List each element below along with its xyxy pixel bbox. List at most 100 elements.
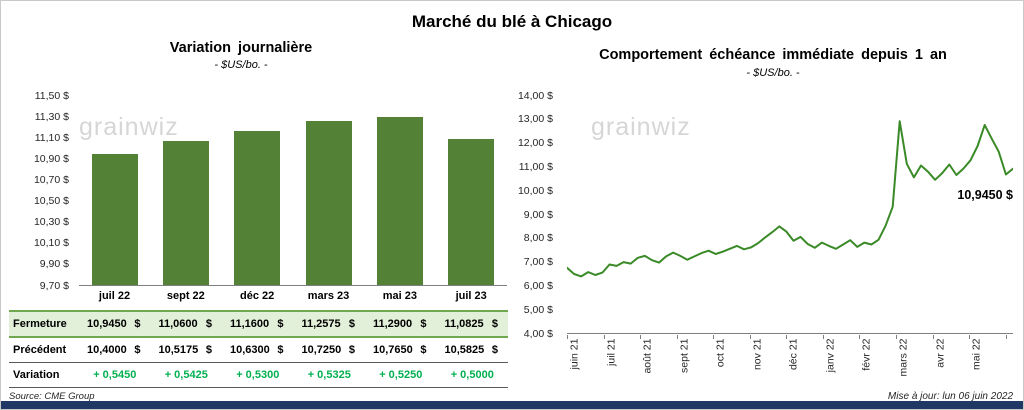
cell-currency: $ [277, 344, 284, 356]
bar-chart-x-axis: juil 22 sept 22 déc 22 mars 23 mai 23 juil 23 [79, 290, 507, 306]
x-axis-label: nov 21 [751, 338, 764, 371]
table-row-label: Variation [13, 369, 60, 381]
y-axis-label: 11,50 $ [34, 89, 69, 102]
table-cell: 10,7650 $ [365, 344, 437, 356]
cell-currency: $ [491, 344, 498, 356]
cell-currency: $ [134, 344, 141, 356]
x-axis-tick [713, 335, 715, 339]
cell-currency: $ [134, 318, 141, 330]
y-axis-label: 6,00 $ [523, 279, 553, 292]
table-row-precedent: Précédent 10,4000 $10,5175 $10,6300 $10,7250… [9, 338, 508, 363]
x-axis-tick [896, 335, 898, 339]
cell-value: 11,2900 [373, 318, 413, 330]
cell-value: 10,4000 [87, 344, 127, 356]
cell-currency: $ [277, 318, 284, 330]
y-axis-label: 9,70 $ [39, 279, 69, 292]
y-axis-label: 9,90 $ [39, 258, 69, 271]
bar-chart-subtitle: - $US/bo. - [214, 59, 268, 71]
x-axis-label: mai 23 [382, 290, 417, 302]
last-price-annotation: 10,9450 $ [957, 188, 1013, 202]
table-cell: + 0,5250 [379, 369, 423, 381]
cell-value: 10,5175 [158, 344, 199, 356]
cell-currency: $ [420, 344, 427, 356]
x-axis-label: sept 21 [678, 338, 691, 373]
table-cell: 10,5825 $ [437, 344, 509, 356]
table-cell: 11,2900 $ [365, 318, 437, 330]
grainwiz-watermark: grainwiz [591, 113, 691, 141]
x-axis-tick [786, 335, 788, 339]
bar-mars-23 [305, 120, 352, 285]
y-axis-label: 9,00 $ [523, 208, 553, 221]
cell-currency: $ [205, 318, 212, 330]
y-axis-label: 8,00 $ [523, 232, 553, 245]
y-axis-label: 10,70 $ [33, 173, 69, 186]
cell-currency: $ [348, 344, 355, 356]
y-axis-label: 10,00 $ [517, 184, 553, 197]
x-axis-label: mars 22 [897, 338, 910, 377]
y-axis-label: 10,90 $ [33, 152, 69, 165]
x-axis-tick [822, 335, 824, 339]
cell-value: 10,7650 [373, 344, 413, 356]
x-axis-tick [749, 335, 751, 339]
line-chart-subtitle: - $US/bo. - [746, 67, 800, 79]
x-axis-label: sept 22 [166, 290, 205, 302]
x-axis-label: avr 22 [934, 338, 947, 368]
cell-currency: $ [348, 318, 355, 330]
x-axis-label: juil 23 [455, 290, 487, 302]
x-axis-label: mai 22 [970, 338, 983, 371]
table-cell: 11,1600 $ [222, 318, 294, 330]
table-row-fermeture: Fermeture 10,9450 $11,0600 $11,1600 $ 11,2575… [9, 310, 508, 338]
table-cell: + 0,5425 [164, 369, 208, 381]
y-axis-label: 10,30 $ [33, 216, 69, 229]
table-cell: 10,7250 $ [294, 344, 366, 356]
source-note: Source: CME Group [9, 391, 95, 402]
table-cell: 11,0600 $ [151, 318, 223, 330]
bar-juil-22 [91, 153, 138, 285]
bar-juil-23 [448, 139, 495, 285]
x-axis-tick [567, 335, 568, 339]
x-axis-label: janv 22 [824, 338, 837, 373]
y-axis-label: 13,00 $ [517, 113, 553, 126]
table-row-variation: Variation + 0,5450 + 0,5425 + 0,5300 + 0,532… [9, 363, 508, 388]
table-row-label: Fermeture [13, 318, 67, 330]
cell-value: 10,9450 [87, 318, 127, 330]
page-title: Marché du blé à Chicago [411, 12, 613, 31]
table-cell: 10,5175 $ [151, 344, 223, 356]
cell-value: 11,0825 [444, 318, 484, 330]
x-axis-label: oct 21 [714, 338, 727, 368]
y-axis-label: 11,30 $ [34, 110, 69, 123]
x-axis-label: déc 21 [787, 338, 800, 371]
table-cell: 10,6300 $ [222, 344, 294, 356]
bar-sept-22 [163, 141, 209, 285]
x-axis-tick [932, 335, 934, 339]
x-axis-tick [969, 335, 971, 339]
table-cell: + 0,5450 [93, 369, 137, 381]
y-axis-label: 7,00 $ [523, 256, 553, 269]
y-axis-label: 10,50 $ [33, 195, 69, 208]
x-axis-tick [603, 335, 605, 339]
x-axis-label: août 21 [641, 338, 654, 374]
x-axis-label: juin 21 [568, 338, 581, 370]
table-cell: + 0,5300 [236, 369, 280, 381]
footer-accent-bar [1, 401, 1023, 409]
table-cell: 11,0825 $ [437, 318, 509, 330]
x-axis-tick [859, 335, 861, 339]
y-axis-label: 11,10 $ [34, 131, 69, 144]
y-axis-label: 12,00 $ [517, 137, 553, 150]
y-axis-label: 4,00 $ [523, 327, 553, 340]
line-chart-y-axis: 14,00 $ 13,00 $ 12,00 $ 11,00 $ 10,00 $ 9,00 … [501, 1, 557, 361]
price-line [566, 120, 1014, 278]
bar-chart-plot-area [79, 96, 507, 286]
x-axis-label: juil 22 [98, 290, 131, 302]
cell-value: 11,0600 [158, 318, 198, 330]
y-axis-label: 14,00 $ [517, 89, 553, 102]
table-row-label: Précédent [13, 344, 67, 356]
table-cell: + 0,5325 [307, 369, 351, 381]
y-axis-label: 10,10 $ [33, 237, 69, 250]
cell-currency: $ [420, 318, 427, 330]
x-axis-tick [1005, 335, 1007, 339]
bar-déc-22 [234, 130, 281, 285]
cell-value: 11,2575 [301, 318, 341, 330]
cell-value: 10,7250 [301, 344, 342, 356]
